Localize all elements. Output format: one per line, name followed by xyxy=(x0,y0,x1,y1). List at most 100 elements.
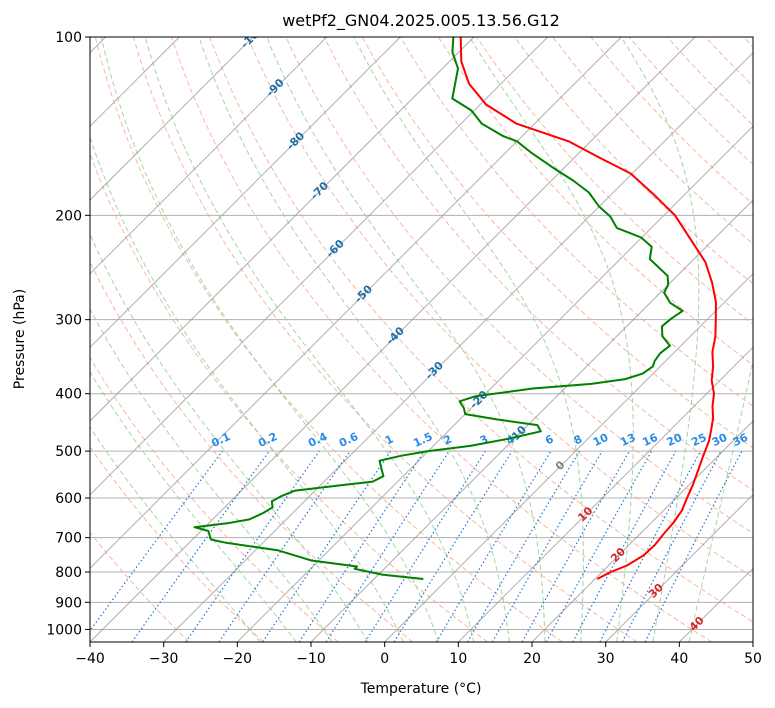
dry-adiabat xyxy=(90,446,264,642)
plot-area: -100-90-80-70-60-50-40-30-20-10010203040… xyxy=(90,37,753,642)
dry-adiabat xyxy=(132,37,638,642)
mixing-ratio-label: 1.5 xyxy=(411,430,434,450)
isotherm xyxy=(90,37,401,349)
y-axis: 100 200 300 400 500 600 700 800 900 1000 xyxy=(46,30,90,638)
dry-adiabat xyxy=(90,531,190,642)
dry-adiabat xyxy=(90,260,414,642)
dry-adiabats xyxy=(90,37,753,642)
mixing-ratio-line xyxy=(599,450,702,642)
isotherm xyxy=(384,272,753,642)
isotherm xyxy=(236,125,753,642)
mixing-ratio-line xyxy=(218,450,351,642)
chart-title: wetPf2_GN04.2025.005.13.56.G12 xyxy=(282,11,560,31)
dry-adiabat xyxy=(94,37,563,642)
isotherm xyxy=(163,51,753,642)
moist-adiabat xyxy=(469,37,634,642)
y-tick-label: 400 xyxy=(55,387,82,403)
y-tick-label: 500 xyxy=(55,444,82,460)
isotherm xyxy=(90,37,328,275)
pressure-gridlines xyxy=(90,37,753,630)
mixing-ratio-label: 2 xyxy=(442,432,454,447)
mixing-ratio-label: 10 xyxy=(591,431,611,449)
mixing-ratio-label: 6 xyxy=(543,432,556,447)
moist-adiabat xyxy=(353,37,584,642)
x-tick-label: −40 xyxy=(75,651,105,667)
x-tick-label: −20 xyxy=(223,651,253,667)
moist-adiabat xyxy=(266,37,546,642)
isotherm xyxy=(90,37,254,201)
mixing-ratio-label: 1 xyxy=(383,432,395,447)
dry-adiabat xyxy=(514,37,753,285)
mixing-ratio-line xyxy=(545,450,653,642)
y-tick-label: 900 xyxy=(55,595,82,611)
moist-adiabat xyxy=(688,358,753,642)
moist-adiabats xyxy=(90,37,753,642)
moist-adiabat xyxy=(144,37,475,642)
moist-adiabat xyxy=(90,232,369,642)
isotherm xyxy=(90,37,696,642)
dewpoint-profile xyxy=(193,37,684,580)
isotherm xyxy=(605,493,753,642)
y-tick-label: 100 xyxy=(55,30,82,46)
isotherm-label: 10 xyxy=(575,504,595,524)
dry-adiabat xyxy=(476,37,753,325)
mixing-ratio-line xyxy=(298,450,425,642)
mixing-ratio-label: 0.2 xyxy=(256,430,279,450)
isotherm xyxy=(457,346,753,642)
mixing-ratio-line xyxy=(185,450,320,642)
mixing-ratio-line xyxy=(435,450,552,642)
dry-adiabat xyxy=(361,37,753,449)
y-tick-label: 800 xyxy=(55,565,82,581)
mixing-ratio-line xyxy=(393,450,513,642)
moist-adiabat xyxy=(90,135,404,642)
dry-adiabat xyxy=(323,37,753,491)
isotherm xyxy=(90,37,622,570)
x-tick-label: 20 xyxy=(523,651,541,667)
isotherms xyxy=(90,37,753,642)
moist-adiabat xyxy=(100,37,439,642)
profiles xyxy=(193,37,717,580)
plot-frame xyxy=(89,36,754,643)
x-tick-label: 0 xyxy=(380,651,389,667)
mixing-ratio-line xyxy=(644,450,743,642)
moist-adiabat xyxy=(198,37,510,642)
mixing-ratio-line xyxy=(621,450,722,642)
y-tick-label: 200 xyxy=(55,208,82,224)
mixing-ratio-label: 0.4 xyxy=(306,430,329,450)
dry-adiabat xyxy=(90,356,339,642)
mixing-ratio-label: 30 xyxy=(710,431,730,449)
mixing-ratio-label: 3 xyxy=(478,432,490,447)
dry-adiabat xyxy=(437,37,753,366)
mixing-ratio-line xyxy=(572,450,677,642)
y-tick-label: 700 xyxy=(55,531,82,547)
dry-adiabat xyxy=(666,37,753,126)
mixing-ratio-label: 13 xyxy=(618,431,637,449)
dry-adiabat xyxy=(285,37,753,535)
mixing-ratio-line xyxy=(131,450,270,642)
dry-adiabat xyxy=(399,37,753,407)
mixing-ratio-line xyxy=(90,450,223,632)
dry-adiabat xyxy=(743,37,753,48)
x-tick-label: 30 xyxy=(597,651,615,667)
mixing-ratio-lines xyxy=(90,450,743,642)
mixing-ratio-label: 36 xyxy=(731,431,751,449)
dry-adiabat xyxy=(247,37,753,578)
isotherm xyxy=(531,420,753,642)
mixing-ratio-line xyxy=(325,450,450,642)
y-tick-label: 300 xyxy=(55,313,82,329)
moist-adiabat xyxy=(620,37,700,642)
moist-adiabat xyxy=(90,426,261,642)
mixing-ratio-label: 16 xyxy=(640,431,660,449)
isotherm xyxy=(678,567,753,642)
dry-adiabat xyxy=(209,37,753,623)
x-tick-label: −30 xyxy=(149,651,179,667)
isotherm xyxy=(752,641,753,642)
y-tick-label: 1000 xyxy=(46,622,82,638)
moist-adiabat xyxy=(90,308,333,642)
mixing-ratio-label: 0.1 xyxy=(209,430,232,450)
temperature-profile xyxy=(459,37,717,580)
dry-adiabat xyxy=(90,152,488,642)
x-axis-label: Temperature (°C) xyxy=(360,681,482,697)
x-tick-label: −10 xyxy=(296,651,326,667)
